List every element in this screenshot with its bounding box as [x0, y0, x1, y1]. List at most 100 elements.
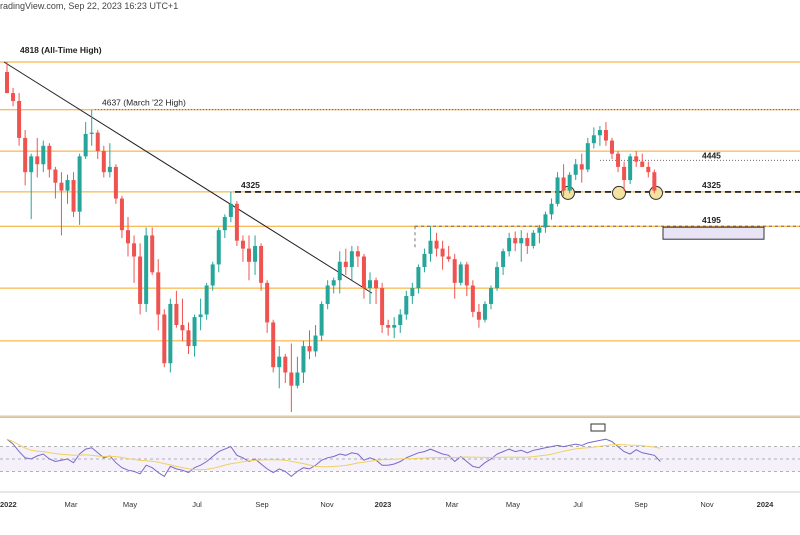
candle-body: [168, 303, 173, 364]
candle-body: [307, 346, 312, 352]
candle-body: [5, 72, 9, 94]
candle-body: [95, 132, 100, 152]
rsi-ma-line: [6, 438, 661, 471]
candle: [652, 169, 657, 194]
candle-body: [355, 251, 360, 257]
candle-body: [495, 267, 500, 289]
x-tick-label: Jul: [192, 500, 202, 509]
candle: [59, 172, 64, 236]
candle-body: [567, 174, 572, 191]
candle-body: [446, 256, 451, 260]
candle-body: [23, 137, 28, 173]
x-tick-label: 2023: [375, 500, 392, 509]
candle: [83, 122, 88, 159]
candle-body: [561, 177, 566, 191]
candle: [23, 129, 28, 186]
candle: [422, 248, 427, 273]
candle: [295, 356, 300, 389]
candle: [283, 354, 288, 384]
candle-body: [392, 325, 397, 328]
candle: [132, 235, 137, 283]
candle-body: [301, 346, 306, 373]
candle: [531, 230, 536, 249]
x-axis: 2022 Mar May Jul Sep Nov 2023 Mar May Jul Sep Nov 20…: [0, 491, 800, 509]
candle-body: [138, 256, 143, 304]
x-tick-label: May: [123, 500, 137, 509]
candle: [495, 261, 500, 291]
candle: [343, 248, 348, 275]
candle-body: [343, 261, 348, 268]
candle: [319, 301, 324, 341]
candle: [616, 151, 621, 173]
candle-body: [416, 267, 421, 289]
candle-body: [368, 280, 372, 289]
candle-body: [489, 288, 493, 304]
candle: [446, 245, 451, 262]
candle-body: [35, 156, 40, 165]
candle: [464, 261, 469, 297]
candle-body: [537, 227, 542, 233]
candle-body: [17, 101, 22, 138]
candle: [634, 151, 639, 167]
candle-body: [652, 172, 657, 191]
candle-body: [240, 240, 245, 249]
candle-body: [47, 145, 52, 170]
candle: [71, 172, 76, 217]
candle: [247, 235, 251, 281]
candle: [452, 253, 457, 299]
candle-body: [210, 264, 215, 286]
candle: [331, 277, 336, 294]
candle-body: [525, 238, 530, 246]
candle-body: [313, 335, 318, 352]
candle: [77, 153, 82, 225]
candle: [470, 280, 475, 318]
candle-body: [482, 303, 487, 320]
candle: [11, 87, 16, 107]
candle-body: [555, 177, 560, 204]
candle: [307, 330, 312, 360]
candle-body: [507, 238, 512, 252]
candle-body: [156, 272, 161, 315]
x-tick-label: Sep: [634, 500, 647, 509]
candle-body: [247, 248, 251, 262]
level-label: 4637 (March '22 High): [102, 98, 186, 108]
candle-body: [198, 314, 203, 318]
support-touch-circle: [612, 185, 626, 200]
candle: [622, 161, 627, 191]
candle-body: [452, 259, 457, 283]
candle: [259, 243, 264, 291]
candle: [561, 164, 566, 196]
candle: [380, 282, 385, 333]
candle: [186, 322, 191, 355]
candle: [543, 211, 548, 233]
candle: [428, 226, 433, 262]
candle: [591, 127, 596, 149]
candle: [416, 264, 421, 294]
candle-body: [222, 216, 227, 231]
candle: [603, 122, 608, 146]
candle: [271, 319, 276, 373]
candle-body: [628, 156, 633, 181]
level-label: 4195: [702, 215, 721, 225]
candle: [482, 301, 487, 323]
candle-body: [616, 153, 621, 167]
candle-body: [646, 166, 651, 173]
candle: [368, 272, 372, 304]
candle: [573, 158, 578, 181]
candle-body: [126, 230, 130, 244]
candle-body: [144, 235, 149, 304]
candle-body: [29, 156, 34, 173]
candle-body: [440, 248, 445, 257]
candle: [228, 191, 233, 223]
candle: [489, 285, 493, 310]
candle: [398, 309, 403, 333]
candle: [192, 314, 197, 357]
candle: [361, 253, 366, 299]
candle-body: [361, 256, 366, 289]
candle: [386, 319, 391, 336]
candle-body: [11, 93, 16, 102]
candle: [216, 227, 221, 273]
level-label: 4325: [241, 180, 260, 190]
level-label: 4818 (All-Time High): [20, 45, 102, 55]
candle: [162, 309, 167, 368]
